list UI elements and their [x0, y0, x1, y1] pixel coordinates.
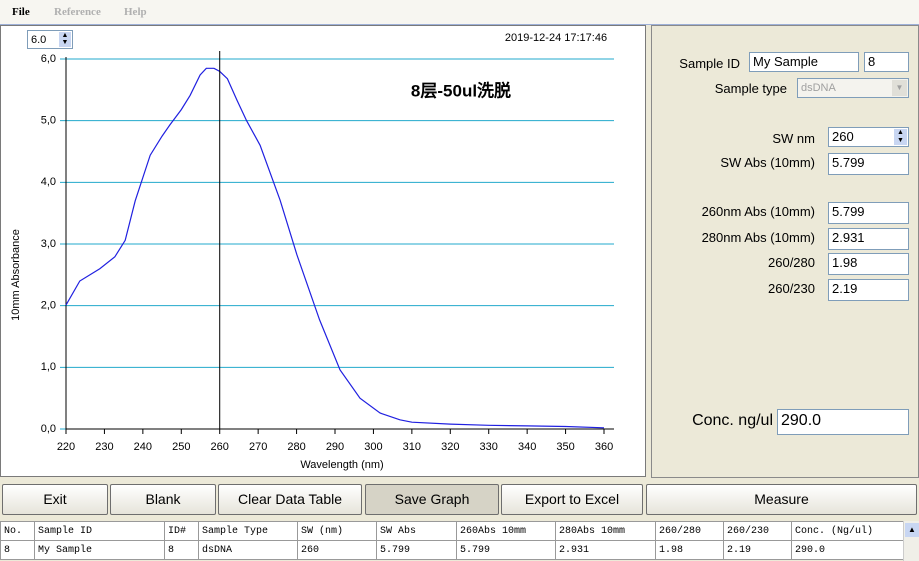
- timestamp: 2019-12-24 17:17:46: [505, 32, 607, 44]
- spin-buttons[interactable]: ▲ ▼: [59, 32, 71, 47]
- x-tick-label: 310: [403, 441, 421, 453]
- chart-panel: [0, 25, 646, 477]
- header-cell: Conc. (Ng/ul): [791, 521, 904, 541]
- header-cell: 280Abs 10mm: [555, 521, 656, 541]
- reading-label: 260/280: [768, 255, 815, 270]
- sample-type-select[interactable]: dsDNA ▼: [797, 78, 909, 98]
- header-cell: Sample Type: [198, 521, 298, 541]
- button[interactable]: Clear Data Table: [218, 484, 362, 515]
- header-cell: 260/230: [723, 521, 792, 541]
- table-cell: 290.0: [791, 540, 904, 560]
- button[interactable]: Exit: [2, 484, 108, 515]
- table-cell: 2.19: [723, 540, 792, 560]
- x-tick-label: 230: [95, 441, 113, 453]
- table-cell: 5.799: [376, 540, 457, 560]
- x-tick-label: 330: [480, 441, 498, 453]
- spin-value: 6.0: [31, 34, 47, 46]
- x-tick-label: 340: [518, 441, 536, 453]
- menu-item[interactable]: Help: [124, 6, 147, 18]
- sw-spinbox[interactable]: 260 ▲ ▼: [828, 127, 909, 147]
- header-cell: 260/280: [655, 521, 724, 541]
- reading-label: 260nm Abs (10mm): [701, 204, 815, 219]
- menu-bar: File Reference Help: [0, 0, 919, 25]
- chart: 2019-12-24 17:17:46 8层-50ul洗脱 Wavelength…: [10, 32, 614, 471]
- header-cell: Sample ID: [34, 521, 165, 541]
- conc-label: Conc. ng/ul: [692, 412, 773, 429]
- sw-value: 260: [832, 129, 854, 144]
- sample-type-label: Sample type: [714, 81, 787, 96]
- scroll-up[interactable]: ▲: [905, 523, 919, 537]
- x-axis-label: Wavelength (nm): [300, 459, 383, 471]
- header-cell: ID#: [164, 521, 199, 541]
- menu-item[interactable]: File: [12, 6, 30, 18]
- scale-spinbox[interactable]: 6.0 ▲ ▼: [27, 30, 73, 49]
- sw-abs-field: 5.799: [828, 153, 909, 175]
- y-tick-label: 4,0: [41, 176, 56, 188]
- table-cell: 2.931: [555, 540, 656, 560]
- reading-field: 5.799: [828, 202, 909, 224]
- header-cell: No.: [0, 521, 35, 541]
- conc-field: 290.0: [777, 409, 909, 435]
- y-axis-label: 10mm Absorbance: [10, 229, 22, 321]
- sample-id-input[interactable]: My Sample: [749, 52, 859, 72]
- x-tick-label: 270: [249, 441, 267, 453]
- x-tick-label: 350: [556, 441, 574, 453]
- reading-label: 280nm Abs (10mm): [701, 229, 815, 245]
- sw-abs-label: SW Abs (10mm): [720, 155, 815, 170]
- y-tick-label: 1,0: [41, 361, 56, 373]
- sample-panel: Sample ID My Sample 8 Sample type dsDNA ▼…: [651, 25, 919, 478]
- menu-item[interactable]: Reference: [54, 6, 101, 18]
- reading-label: 260/230: [768, 280, 815, 296]
- x-tick-label: 320: [441, 441, 459, 453]
- button[interactable]: Save Graph: [365, 484, 499, 515]
- button[interactable]: Export to Excel: [501, 484, 643, 515]
- spectrum-line: [65, 67, 605, 429]
- reading-field: 1.98: [828, 253, 909, 275]
- button[interactable]: Blank: [110, 484, 216, 515]
- x-tick-label: 290: [326, 441, 344, 453]
- table-cell: 8: [164, 540, 199, 560]
- annotation: 8层-50ul洗脱: [411, 80, 511, 100]
- scrollbar[interactable]: ▲: [903, 521, 919, 561]
- header-cell: SW (nm): [297, 521, 377, 541]
- button[interactable]: Measure: [646, 484, 917, 515]
- spin-buttons[interactable]: ▲ ▼: [894, 129, 907, 145]
- reading-field: 2.19: [828, 278, 909, 301]
- x-tick-label: 220: [57, 441, 75, 453]
- x-tick-label: 280: [287, 441, 305, 453]
- x-tick-label: 360: [595, 441, 613, 453]
- x-tick-label: 260: [211, 441, 229, 453]
- table-cell: 1.98: [655, 540, 724, 560]
- table-cell: 5.799: [456, 540, 556, 560]
- table-cell: 260: [297, 540, 377, 560]
- sample-type-value: dsDNA: [801, 82, 836, 94]
- y-tick-label: 0,0: [41, 423, 56, 435]
- y-tick-label: 3,0: [41, 238, 56, 250]
- table-row[interactable]: 8 My Sample 8 dsDNA 260 5.799 5.799 2.931 1.98 2.…: [0, 540, 904, 560]
- data-table: No. Sample ID ID# Sample Type SW (nm) SW Abs 2…: [0, 521, 904, 560]
- y-tick-label: 6,0: [41, 53, 56, 65]
- reading-field: 2.931: [828, 227, 909, 250]
- sw-label: SW nm: [772, 131, 815, 146]
- table-header: No. Sample ID ID# Sample Type SW (nm) SW Abs 2…: [0, 521, 904, 541]
- x-tick-label: 240: [134, 441, 152, 453]
- header-cell: 260Abs 10mm: [456, 521, 556, 541]
- table-cell: 8: [0, 540, 35, 560]
- y-tick-label: 5,0: [41, 115, 56, 127]
- dropdown-arrow: ▼: [892, 80, 907, 96]
- x-tick-label: 300: [364, 441, 382, 453]
- header-cell: SW Abs: [376, 521, 457, 541]
- sample-no-input[interactable]: 8: [864, 52, 909, 72]
- x-tick-label: 250: [172, 441, 190, 453]
- table-cell: My Sample: [34, 540, 165, 560]
- table-cell: dsDNA: [198, 540, 298, 560]
- sample-id-label: Sample ID: [679, 56, 740, 71]
- y-tick-label: 2,0: [41, 300, 56, 312]
